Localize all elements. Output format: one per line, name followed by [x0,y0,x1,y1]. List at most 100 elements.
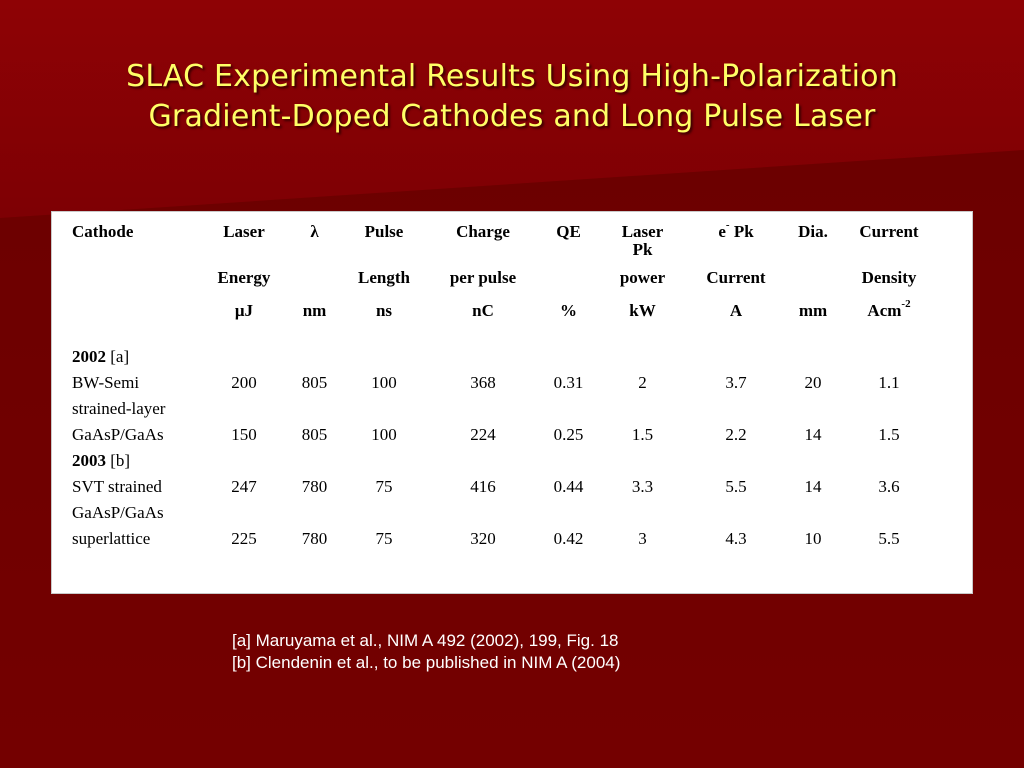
peak-current-cell: 4.3 [725,529,747,548]
diameter-cell: 20 [804,373,822,392]
reference-b: [b] Clendenin et al., to be published in… [232,653,621,672]
header2-dia [781,269,845,302]
table-row: BW-Semi 200 805 100 368 0.31 2 3.7 20 1.1 [72,374,933,400]
current-density-cell: 1.5 [878,425,900,444]
slide-title-line-1: SLAC Experimental Results Using High-Pol… [126,59,898,94]
laser-power-cell: 3.3 [631,477,654,496]
pulse-length-cell: 75 [375,477,393,496]
peak-current-cell: 2.2 [725,425,747,444]
header-row-1: Cathode Laser λ Pulse Charge QE Laser Pk… [72,220,933,269]
pulse-length-cell [345,504,423,530]
empty-cell [781,452,845,478]
diameter-cell [781,400,845,426]
section-year: 2003 [72,451,106,470]
header-cathode: Cathode [72,222,134,241]
header-wavelength: λ [310,222,319,241]
qe-cell: 0.42 [553,529,584,548]
header2-qe [543,269,594,302]
header-dia: Dia. [798,222,828,241]
unit-dia: mm [798,301,828,320]
section-reference: [b] [106,451,131,470]
header-laser: Laser [223,222,265,241]
table-row: SVT strained 247 780 75 416 0.44 3.3 5.5 14 3.6 [72,478,933,504]
unit-density: Acm-2 [845,299,933,348]
peak-current-cell [691,400,781,426]
qe-cell [543,400,594,426]
reference-a: [a] Maruyama et al., NIM A 492 (2002), 1… [232,631,619,650]
laser-energy-cell: 247 [231,477,257,496]
section-year: 2002 [72,347,106,366]
qe-cell [543,504,594,530]
results-table: Cathode Laser λ Pulse Charge QE Laser Pk… [72,220,933,556]
diameter-cell: 10 [804,529,822,548]
empty-cell [691,452,781,478]
unit-energy: μJ [234,301,254,320]
header-laser-pk-text: Laser Pk [621,222,664,259]
table-row: GaAsP/GaAs 150 805 100 224 0.25 1.5 2.2 14 1.5 [72,426,933,452]
current-density-cell: 5.5 [878,529,900,548]
wavelength-cell: 780 [301,477,328,496]
header-current: Current [859,222,919,241]
charge-cell: 224 [470,425,496,444]
wavelength-cell [284,400,345,426]
header-electron-symbol: e [718,222,726,241]
unit-length: ns [375,301,393,320]
peak-current-cell [691,504,781,530]
charge-cell [423,504,543,530]
header-qe: QE [556,222,581,241]
header-electron-sup: - [725,219,730,232]
peak-current-cell: 3.7 [725,373,747,392]
cathode-label: GaAsP/GaAs [72,425,164,444]
laser-power-cell: 1.5 [631,425,654,444]
header-pulse: Pulse [364,222,404,241]
empty-cell [423,348,543,374]
header2-density: Density [861,268,917,287]
table-row: strained-layer [72,400,933,426]
charge-cell: 368 [470,373,496,392]
unit-wavelength: nm [302,301,327,320]
empty-cell [423,452,543,478]
header2-power: power [619,268,666,287]
empty-cell [543,452,594,478]
charge-cell [423,400,543,426]
qe-cell: 0.44 [553,477,584,496]
wavelength-cell: 805 [301,425,328,444]
charge-cell: 320 [470,529,496,548]
laser-energy-cell: 150 [231,425,257,444]
header-row-2: Energy Length per pulse power Current De… [72,269,933,302]
empty-cell [845,452,933,478]
unit-charge: nC [472,301,494,320]
laser-power-cell: 3 [638,529,647,548]
empty-cell [845,348,933,374]
qe-cell: 0.31 [553,373,584,392]
table-row: GaAsP/GaAs [72,504,933,530]
laser-energy-cell: 200 [231,373,257,392]
unit-cathode [72,302,204,348]
laser-power-cell: 2 [638,373,647,392]
diameter-cell: 14 [804,425,822,444]
laser-energy-cell [204,400,284,426]
table-row: superlattice 225 780 75 320 0.42 3 4.3 10 5.5 [72,530,933,556]
cathode-label: superlattice [72,529,151,548]
pulse-length-cell: 100 [371,425,397,444]
slide-title-line-2: Gradient-Doped Cathodes and Long Pulse L… [148,99,876,134]
laser-power-cell [594,400,691,426]
empty-cell [594,348,691,374]
laser-energy-cell: 225 [231,529,257,548]
header-units-row: μJ nm ns nC % kW A mm Acm-2 [72,299,933,348]
header2-wavelength [284,269,345,302]
references: [a] Maruyama et al., NIM A 492 (2002), 1… [232,630,620,674]
current-density-cell: 1.1 [878,373,900,392]
header2-length: Length [358,268,410,287]
header-electron-peak: e- Pk [691,220,781,269]
empty-cell [594,452,691,478]
section-year-cell: 2002 [a] [72,348,204,374]
section-year-row: 2003 [b] [72,452,933,478]
empty-cell [543,348,594,374]
empty-cell [204,452,284,478]
cathode-label: SVT strained [72,477,162,496]
empty-cell [284,348,345,374]
section-reference: [a] [106,347,130,366]
laser-power-cell [594,504,691,530]
wavelength-cell: 805 [301,373,328,392]
